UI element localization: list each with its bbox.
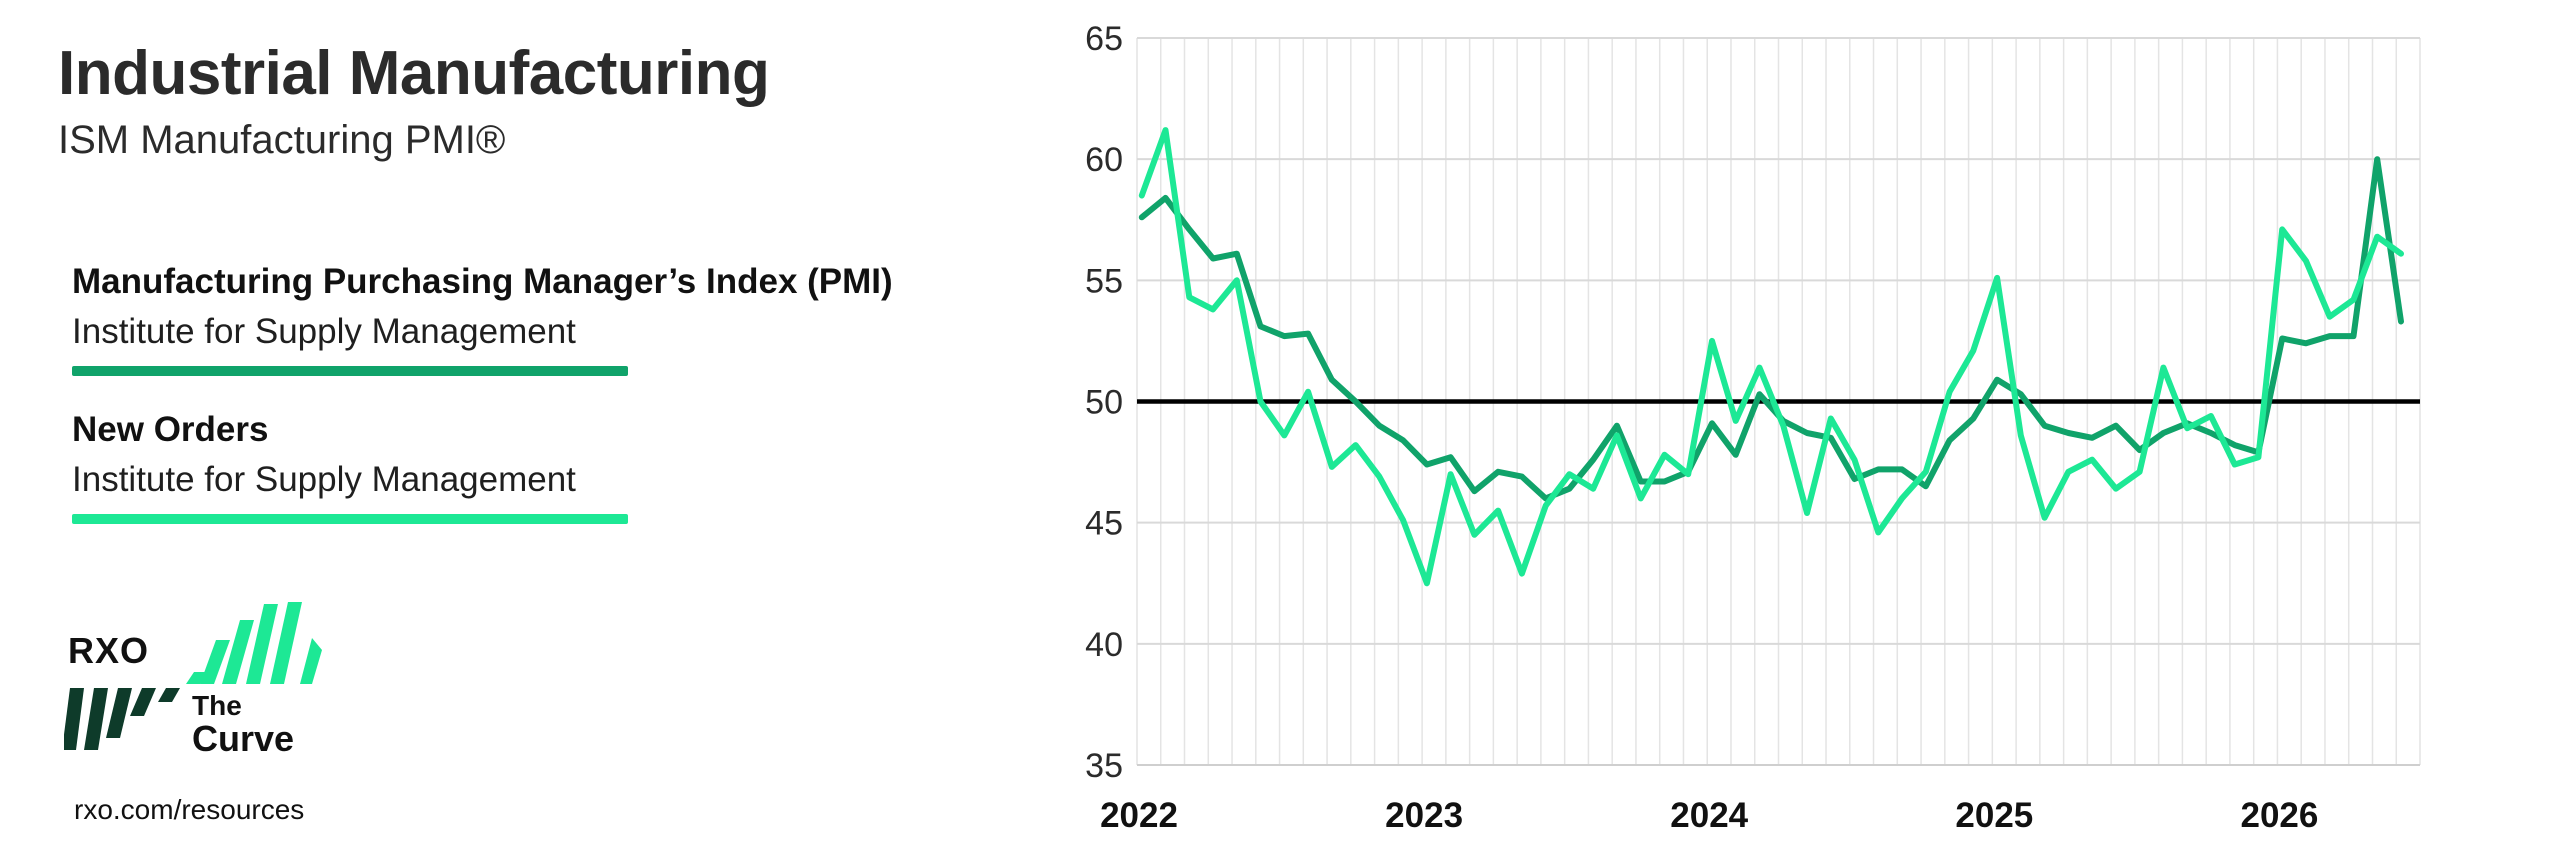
- rxo-the-curve-logo: RXO The Curve: [64, 598, 334, 759]
- y-tick-label: 65: [1085, 20, 1123, 58]
- x-tick-label: 2026: [2241, 796, 2319, 835]
- y-tick-label: 55: [1085, 262, 1123, 300]
- legend-series-source: Institute for Supply Management: [72, 460, 576, 499]
- legend-item-pmi: Manufacturing Purchasing Manager’s Index…: [72, 262, 893, 376]
- line-chart: 35 40 45 50 55 60 65 2022 2023 2024 2025 2026: [1085, 20, 2421, 835]
- legend-swatch-pmi: [72, 366, 628, 376]
- x-tick-label: 2023: [1385, 796, 1463, 835]
- legend-series-name: Manufacturing Purchasing Manager’s Index…: [72, 262, 893, 301]
- page-subtitle: ISM Manufacturing PMI®: [58, 118, 506, 162]
- legend-series-name: New Orders: [72, 410, 269, 449]
- x-tick-label: 2025: [1955, 796, 2033, 835]
- y-tick-label: 40: [1085, 626, 1123, 664]
- resources-url: rxo.com/resources: [74, 794, 305, 825]
- legend-series-source: Institute for Supply Management: [72, 312, 576, 351]
- logo-sub-text: The: [192, 690, 242, 721]
- x-tick-label: 2024: [1670, 796, 1748, 835]
- legend-item-new-orders: New Orders Institute for Supply Manageme…: [72, 410, 772, 524]
- y-tick-label: 60: [1085, 141, 1123, 179]
- x-tick-label: 2022: [1100, 796, 1178, 835]
- series-line-new-orders: [1138, 127, 2404, 587]
- y-tick-label: 45: [1085, 505, 1123, 543]
- y-tick-label: 50: [1085, 384, 1123, 422]
- series-line-pmi: [1138, 156, 2404, 502]
- logo-sub-text: Curve: [192, 718, 295, 759]
- y-tick-label: 35: [1085, 747, 1123, 785]
- legend-swatch-new-orders: [72, 514, 628, 524]
- logo-text: RXO: [68, 630, 150, 671]
- page-title: Industrial Manufacturing: [58, 39, 770, 108]
- legend-panel: Industrial Manufacturing ISM Manufacturi…: [0, 0, 1010, 861]
- logo-stripes-icon: [64, 602, 322, 750]
